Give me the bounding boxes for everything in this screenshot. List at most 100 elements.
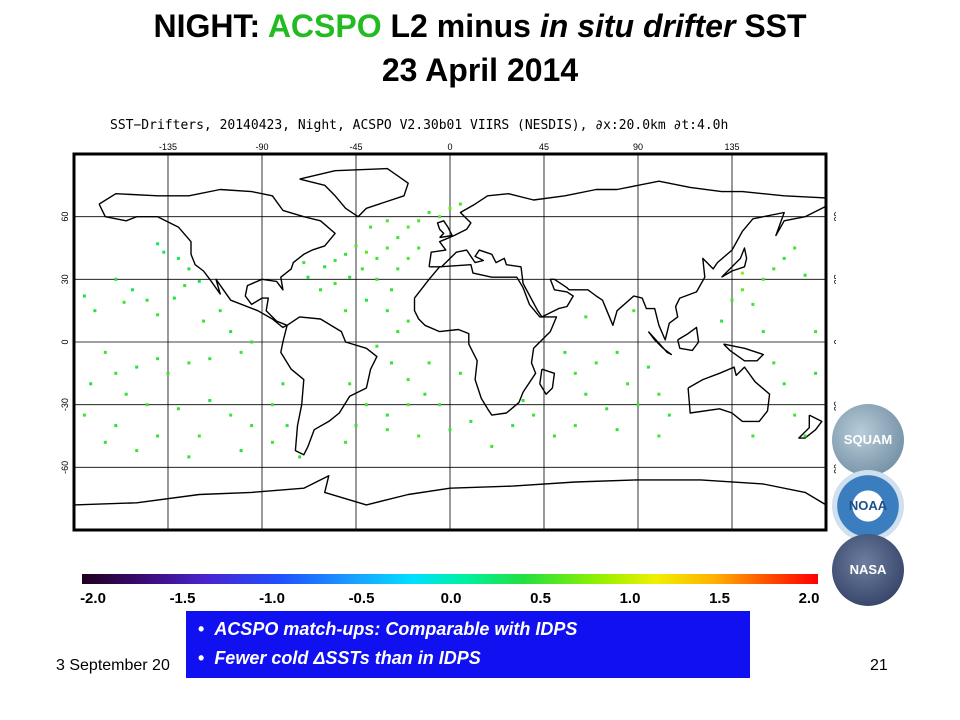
drifter-point: [202, 319, 205, 323]
squam-logo: SQUAM: [832, 404, 904, 476]
drifter-point: [417, 246, 421, 250]
drifter-point: [438, 215, 442, 219]
drifter-point: [448, 428, 452, 432]
lat-tick-left: 30: [60, 274, 70, 284]
callout-bullet: Fewer cold ΔSSTs than in IDPS: [198, 648, 750, 669]
drifter-point: [427, 211, 431, 214]
drifter-point: [176, 256, 180, 260]
drifter-point: [740, 288, 744, 292]
drifter-point: [385, 246, 389, 250]
coastline-australia: [687, 366, 771, 423]
drifter-point: [172, 296, 176, 300]
drifter-point: [344, 440, 348, 444]
drifter-point: [385, 309, 389, 313]
drifter-point: [187, 455, 191, 459]
nasa-logo-text: NASA: [849, 562, 887, 577]
drifter-point: [793, 413, 797, 417]
title-acspo: ACSPO: [267, 8, 382, 44]
lat-tick-left: -60: [60, 461, 70, 474]
title-end: SST: [735, 8, 807, 44]
slide-title-line2: 23 April 2014: [381, 52, 579, 88]
lat-tick-right: 0: [832, 339, 836, 344]
drifter-point: [761, 277, 765, 281]
drifter-point: [364, 250, 368, 254]
drifter-point: [458, 202, 462, 206]
coastline-new-guinea: [723, 343, 764, 362]
drifter-point: [396, 267, 400, 271]
drifter-point: [348, 275, 352, 279]
colorbar-tick-label: 0.5: [530, 590, 551, 607]
drifter-point: [406, 403, 410, 407]
drifter-point: [124, 392, 128, 396]
drifter-point: [423, 392, 427, 396]
colorbar-tick-label: 1.5: [709, 590, 730, 607]
drifter-point: [782, 256, 786, 260]
drifter-point: [385, 219, 389, 223]
drifter-point: [270, 403, 274, 407]
drifter-point: [369, 225, 373, 229]
drifter-point: [396, 330, 400, 334]
colorbar-tick-label: 2.0: [798, 590, 820, 607]
drifter-point: [632, 309, 636, 313]
drifter-point: [135, 449, 139, 453]
coastline-eurasia: [428, 180, 827, 341]
drifter-point: [229, 413, 233, 417]
slide-title-line1: NIGHT: ACSPO L2 minus in situ drifter SS…: [0, 8, 960, 45]
drifter-point: [375, 256, 379, 260]
lat-tick-left: -30: [60, 398, 70, 411]
drifter-point: [573, 424, 577, 428]
drifter-point: [667, 413, 671, 417]
drifter-point: [281, 382, 285, 386]
drifter-point: [385, 413, 389, 417]
drifter-point: [814, 330, 818, 334]
drifter-point: [82, 413, 86, 417]
drifter-point: [197, 279, 201, 283]
drifter-point: [197, 434, 201, 438]
drifter-point: [458, 371, 462, 375]
drifter-point: [375, 277, 379, 281]
coastline-indonesia: [647, 331, 673, 356]
drifter-point: [114, 424, 118, 428]
drifter-point: [448, 206, 452, 210]
drifter-point: [720, 319, 724, 323]
drifter-point: [302, 261, 306, 265]
drifter-point: [306, 275, 310, 279]
coastline-britain: [436, 220, 453, 239]
lon-tick-top: -135: [159, 142, 177, 152]
drifter-point: [626, 382, 630, 386]
drifter-point: [156, 242, 160, 246]
coastline-new-zealand: [798, 414, 823, 439]
drifter-point: [772, 361, 776, 365]
drifter-point: [162, 250, 166, 254]
colorbar-tick-label: -1.0: [259, 590, 285, 607]
drifter-point: [406, 378, 410, 382]
coastline-north-america: [98, 188, 336, 329]
coastline-south-america: [280, 316, 378, 456]
colorbar-tick-label: 1.0: [619, 590, 641, 607]
drifter-point: [208, 399, 212, 402]
drifter-point: [323, 265, 327, 269]
drifter-point: [594, 361, 598, 365]
drifter-point: [532, 413, 536, 417]
drifter-point: [187, 361, 191, 365]
drifter-point: [131, 288, 134, 292]
drifter-point: [145, 298, 149, 302]
drifter-point: [344, 252, 348, 256]
drifter-point: [636, 403, 640, 407]
coastline-madagascar: [539, 368, 556, 395]
title-prefix: NIGHT:: [153, 8, 268, 44]
drifter-point: [417, 219, 421, 223]
drifter-point: [751, 434, 755, 438]
drifter-point: [114, 371, 118, 375]
drifter-point: [364, 298, 368, 302]
drifter-point: [176, 407, 180, 411]
drifter-point: [730, 298, 734, 302]
lat-tick-right: 60: [832, 212, 836, 222]
callout-box: ACSPO match-ups: Comparable with IDPS Fe…: [186, 611, 750, 678]
drifter-point: [740, 271, 744, 275]
drifter-point: [406, 225, 410, 229]
squam-logo-text: SQUAM: [843, 432, 893, 447]
drifter-point: [333, 282, 337, 285]
coastline-africa: [413, 263, 558, 416]
drifter-point: [103, 350, 107, 354]
